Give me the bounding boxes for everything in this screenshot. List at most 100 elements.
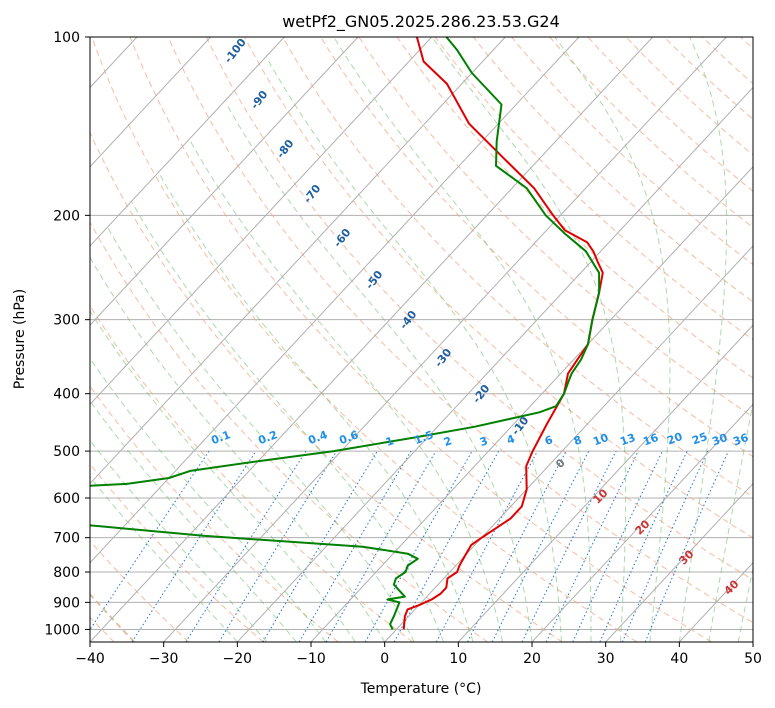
line-label: 10 xyxy=(591,486,611,506)
dewpoint-line xyxy=(90,37,601,630)
isotherm-line xyxy=(90,37,654,642)
isotherm-line xyxy=(236,86,753,642)
dry-adiabat xyxy=(701,37,753,85)
y-axis-ticks: 100 200 300 400 500 600 700 800 900 1000 xyxy=(44,30,90,638)
isotherm-line xyxy=(678,562,753,642)
line-label: -70 xyxy=(301,182,324,206)
isotherm-line xyxy=(0,37,63,642)
line-label: 13 xyxy=(618,431,637,448)
line-label: 40 xyxy=(722,577,742,597)
dry-adiabat xyxy=(510,37,753,266)
mixing-ratio-line xyxy=(572,450,663,642)
mixing-ratio-line xyxy=(364,450,473,642)
mixing-ratio-line xyxy=(131,450,257,642)
isotherm-line xyxy=(752,641,753,642)
x-tick-label: −30 xyxy=(149,651,179,667)
dry-adiabats xyxy=(90,37,753,642)
x-tick-label: −40 xyxy=(75,651,105,667)
y-tick-label: 1000 xyxy=(44,622,80,638)
line-label: 4 xyxy=(505,432,517,447)
moist-adiabat xyxy=(131,201,445,642)
line-label: 3 xyxy=(478,434,490,449)
x-tick-label: 40 xyxy=(670,651,688,667)
mixing-ratio-line xyxy=(491,450,590,642)
moist-adiabat xyxy=(768,37,775,642)
dry-adiabat xyxy=(472,37,753,303)
mixing-ratio-lines xyxy=(90,450,729,642)
moist-adiabat xyxy=(678,37,728,642)
y-tick-label: 600 xyxy=(53,491,80,507)
moist-adiabat xyxy=(90,357,327,642)
isobar-gridlines xyxy=(90,37,753,630)
isotherm-line xyxy=(310,165,753,642)
dry-adiabat xyxy=(90,131,563,642)
dry-adiabat xyxy=(739,37,753,50)
dry-adiabat xyxy=(282,37,753,498)
plot-frame xyxy=(89,36,754,643)
dry-adiabat xyxy=(91,37,638,642)
moist-adiabat xyxy=(737,566,753,642)
line-label: -60 xyxy=(331,226,354,250)
dry-adiabat xyxy=(90,540,190,642)
line-label: 1 xyxy=(384,434,396,449)
isotherm-line xyxy=(90,37,285,247)
line-label: -20 xyxy=(470,382,493,406)
plot-area: -100-90-80-70-60-50-40-30-20-10010203040… xyxy=(0,36,775,642)
line-label: -100 xyxy=(222,36,249,66)
line-label: 0.6 xyxy=(337,428,360,447)
moist-adiabat xyxy=(158,173,474,642)
x-tick-label: 0 xyxy=(380,651,389,667)
mixing-ratio-line xyxy=(393,450,500,642)
mixing-ratio-line xyxy=(599,450,688,642)
skewed-isotherms xyxy=(0,37,753,642)
mixing-ratio-line xyxy=(621,450,709,642)
isotherm-line xyxy=(384,245,753,642)
line-label: 30 xyxy=(710,431,729,449)
dry-adiabat xyxy=(663,37,753,120)
x-tick-label: −10 xyxy=(296,651,326,667)
line-label: 0.4 xyxy=(306,428,329,447)
y-tick-label: 900 xyxy=(53,595,80,611)
mixing-ratio-line xyxy=(185,450,307,642)
isotherm-line xyxy=(90,37,580,564)
x-tick-label: 10 xyxy=(449,651,467,667)
dry-adiabat xyxy=(167,37,753,624)
x-tick-label: 50 xyxy=(744,651,762,667)
moist-adiabat xyxy=(107,227,415,642)
line-label: 1.5 xyxy=(412,428,435,447)
moist-adiabat xyxy=(333,37,592,642)
line-label: 36 xyxy=(731,431,750,449)
isotherm-line xyxy=(531,403,753,642)
isotherm-line xyxy=(457,324,753,642)
line-label: 0.1 xyxy=(209,428,232,447)
dry-adiabat xyxy=(90,385,339,642)
sounding-series xyxy=(90,37,604,630)
mixing-ratio-line xyxy=(435,450,538,642)
y-tick-label: 500 xyxy=(53,444,80,460)
isotherm-line xyxy=(605,482,753,642)
mixing-ratio-line xyxy=(644,450,729,642)
y-tick-label: 800 xyxy=(53,565,80,581)
moist-adiabat xyxy=(90,256,386,642)
y-tick-label: 400 xyxy=(53,387,80,403)
dry-adiabat xyxy=(243,37,753,539)
mixing-ratio-line xyxy=(218,450,338,642)
moist-adiabat xyxy=(554,37,671,642)
moist-adiabat xyxy=(265,56,562,642)
moist-adiabat xyxy=(431,37,627,642)
x-tick-label: 20 xyxy=(523,651,541,667)
mixing-ratio-line xyxy=(521,450,617,642)
moist-adiabat xyxy=(90,310,356,642)
moist-adiabat xyxy=(708,400,753,642)
y-tick-label: 700 xyxy=(53,531,80,547)
temperature-line xyxy=(402,37,604,630)
isotherm-line xyxy=(163,37,727,642)
dry-adiabat xyxy=(90,463,264,642)
dry-adiabat xyxy=(129,37,712,642)
line-label: 16 xyxy=(641,431,660,449)
line-label: -80 xyxy=(274,137,297,161)
isotherm-line xyxy=(90,37,433,406)
x-axis-ticks: −40 −30 −20 −10 0 10 20 30 40 50 xyxy=(75,642,762,667)
isotherm-line xyxy=(90,37,212,168)
